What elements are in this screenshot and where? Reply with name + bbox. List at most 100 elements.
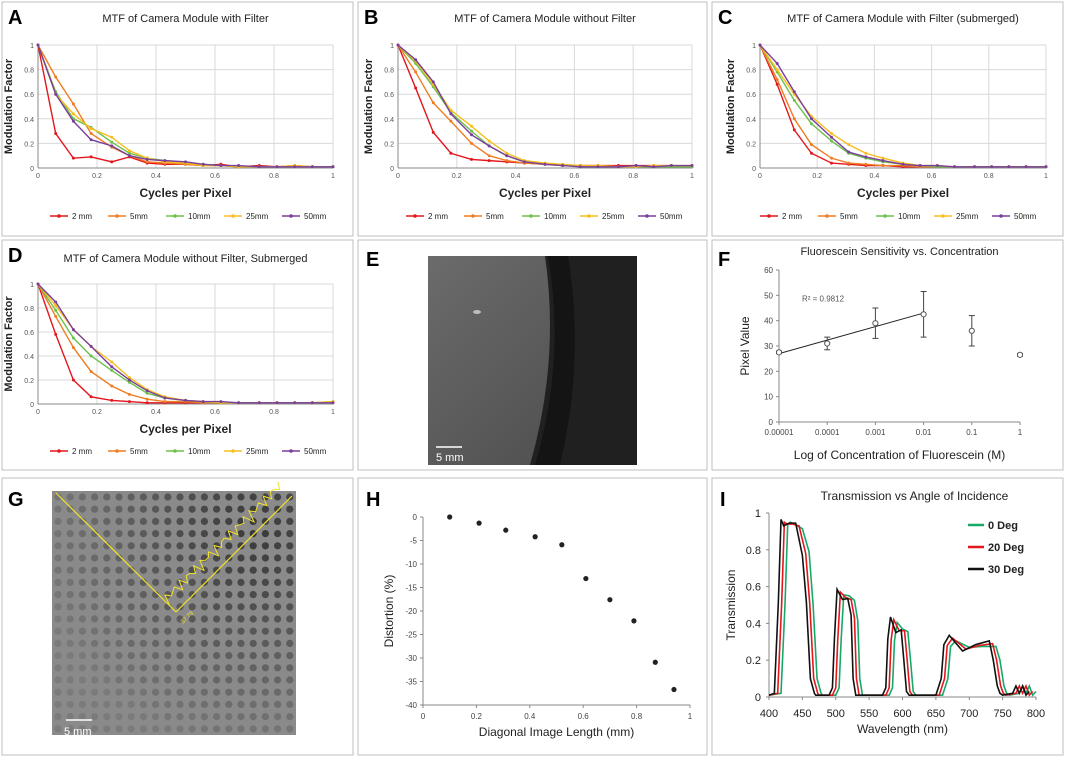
x-tick-label-D-4: 0.8 — [269, 409, 279, 416]
grid-dot-G — [139, 700, 147, 709]
intensity-profile-G — [163, 481, 281, 607]
legend-label-D-2: 10mm — [188, 447, 211, 456]
y-tick-label-H-4: -20 — [405, 607, 417, 616]
grid-dot-G — [127, 493, 135, 501]
y-tick-label-B-5: 1 — [390, 43, 394, 50]
legend-label-I-0: 0 Deg — [988, 520, 1018, 532]
grid-dot-G — [78, 493, 86, 501]
grid-dot-G — [103, 700, 111, 709]
y-tick-label-A-4: 0.8 — [24, 68, 34, 75]
grid-dot-G — [152, 517, 160, 526]
legend-label-B-0: 2 mm — [428, 212, 448, 221]
y-tick-label-H-8: -40 — [405, 701, 417, 710]
data-point-B-1-4 — [470, 141, 473, 145]
data-point-C-3-7 — [881, 156, 885, 160]
y-tick-label-F-2: 20 — [764, 367, 773, 376]
grid-dot-G — [115, 542, 123, 550]
grid-dot-G — [54, 505, 62, 513]
grid-dot-G — [78, 517, 86, 526]
dot-grid-G — [54, 493, 294, 733]
data-point-A-4-8 — [184, 160, 187, 164]
data-point-A-4-14 — [293, 165, 297, 169]
grid-dot-G — [103, 676, 111, 684]
trendline-F — [778, 312, 924, 355]
chart-title-A: MTF of Camera Module with Filter — [102, 13, 269, 25]
grid-dot-G — [103, 713, 111, 721]
data-point-B-4-0 — [396, 43, 400, 47]
grid-dot-G — [127, 652, 135, 660]
x-tick-label-A-5: 1 — [331, 173, 335, 180]
legend-marker-C-3 — [941, 214, 945, 218]
legend-label-A-2: 10mm — [188, 212, 211, 221]
data-point-B-1-1 — [414, 70, 418, 74]
grid-dot-G — [176, 542, 184, 550]
data-point-F-1 — [824, 340, 831, 347]
data-point-B-4-11 — [596, 165, 600, 169]
x-tick-label-A-2: 0.4 — [151, 173, 161, 180]
grid-dot-G — [261, 505, 269, 513]
x-tick-label-I-0: 400 — [760, 708, 778, 720]
grid-dot-G — [213, 578, 221, 587]
grid-dot-G — [152, 542, 160, 550]
grid-dot-G — [225, 566, 233, 574]
grid-dot-G — [152, 639, 160, 648]
grid-dot-G — [127, 578, 135, 587]
grid-dot-G — [66, 700, 74, 709]
grid-dot-G — [78, 700, 86, 709]
grid-dot-G — [286, 542, 294, 550]
data-point-C-4-12 — [973, 165, 976, 169]
grid-dot-G — [188, 603, 196, 611]
chart-D: D MTF of Camera Module without Filter, Su… — [3, 245, 335, 456]
y-tick-label-B-0: 0 — [390, 166, 394, 173]
grid-dot-G — [54, 676, 62, 684]
grid-dot-G — [103, 542, 111, 550]
grid-dot-G — [200, 505, 208, 513]
grid-dot-G — [249, 688, 257, 696]
y-tick-label-B-4: 0.8 — [384, 68, 394, 75]
grid-dot-G — [225, 652, 233, 660]
grid-dot-G — [188, 554, 196, 562]
grid-dot-G — [91, 688, 99, 696]
grid-dot-G — [66, 688, 74, 696]
data-point-A-2-5 — [127, 151, 131, 155]
data-point-C-4-15 — [1024, 165, 1028, 169]
panel-frame-I — [711, 477, 1064, 756]
data-point-A-1-6 — [145, 160, 149, 164]
data-point-D-4-10 — [219, 400, 223, 404]
legend-label-A-4: 50mm — [304, 212, 327, 221]
grid-dot-G — [66, 505, 74, 513]
grid-dot-G — [127, 627, 135, 635]
grid-dot-G — [139, 627, 147, 635]
grid-dot-G — [54, 578, 62, 587]
grid-dot-G — [127, 554, 135, 562]
grid-dot-G — [176, 713, 184, 721]
y-tick-label-H-5: -25 — [405, 631, 417, 640]
y-tick-label-C-2: 0.4 — [746, 117, 756, 124]
data-point-A-4-12 — [257, 165, 261, 169]
grid-dot-G — [261, 700, 269, 709]
legend-marker-A-2 — [173, 214, 177, 218]
grid-dot-G — [188, 493, 196, 501]
x-tick-label-D-0: 0 — [36, 409, 40, 416]
data-point-D-1-1 — [54, 314, 58, 318]
x-tick-label-B-3: 0.6 — [570, 173, 580, 180]
grid-dot-G — [237, 664, 245, 672]
grid-dot-G — [115, 652, 123, 660]
data-point-D-4-4 — [110, 365, 114, 369]
y-tick-label-F-5: 50 — [764, 291, 773, 300]
y-tick-label-H-2: -10 — [405, 560, 417, 569]
data-point-D-1-6 — [145, 397, 149, 401]
grid-dot-G — [164, 566, 172, 574]
legend-label-C-0: 2 mm — [782, 212, 802, 221]
grid-dot-G — [286, 700, 294, 709]
grid-dot-G — [200, 493, 208, 501]
data-point-B-2-4 — [470, 129, 473, 133]
legend-label-A-3: 25mm — [246, 212, 269, 221]
grid-dot-G — [54, 603, 62, 611]
legend-label-C-4: 50mm — [1014, 212, 1037, 221]
grid-dot-G — [249, 713, 257, 721]
data-point-B-1-2 — [431, 101, 435, 105]
y-axis-label-F: Pixel Value — [738, 316, 752, 375]
grid-dot-G — [127, 713, 135, 721]
grid-dot-G — [115, 591, 123, 599]
